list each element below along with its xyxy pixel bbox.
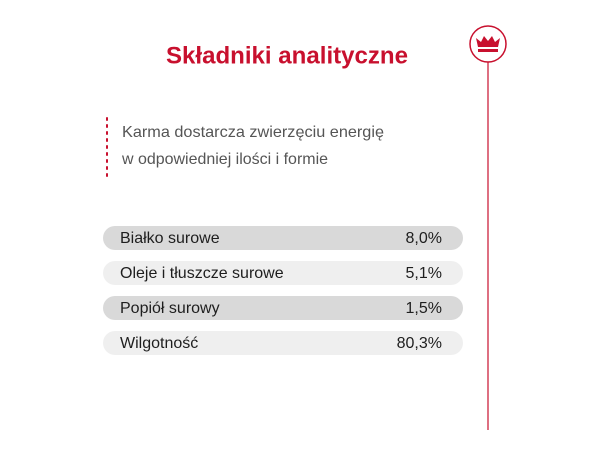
row-label: Białko surowe [120, 230, 220, 247]
table: Białko surowe 8,0% Oleje i tłuszcze surowe… [103, 226, 463, 355]
row-value: 8,0% [406, 230, 442, 247]
row-label: Popiół surowy [120, 300, 220, 317]
crown-icon [476, 36, 500, 52]
title: Składniki analityczne [166, 42, 408, 69]
row-background [103, 226, 463, 250]
row-value: 80,3% [397, 335, 442, 352]
intro-line: w odpowiedniej ilości i formie [121, 151, 328, 168]
row-background [103, 261, 463, 285]
row-background [103, 296, 463, 320]
row-label: Oleje i tłuszcze surowe [120, 265, 284, 282]
row-background [103, 331, 463, 355]
row-value: 1,5% [406, 300, 442, 317]
intro-line: Karma dostarcza zwierzęciu energię [122, 124, 384, 141]
row-value: 5,1% [406, 265, 442, 282]
row-label: Wilgotność [120, 335, 198, 352]
